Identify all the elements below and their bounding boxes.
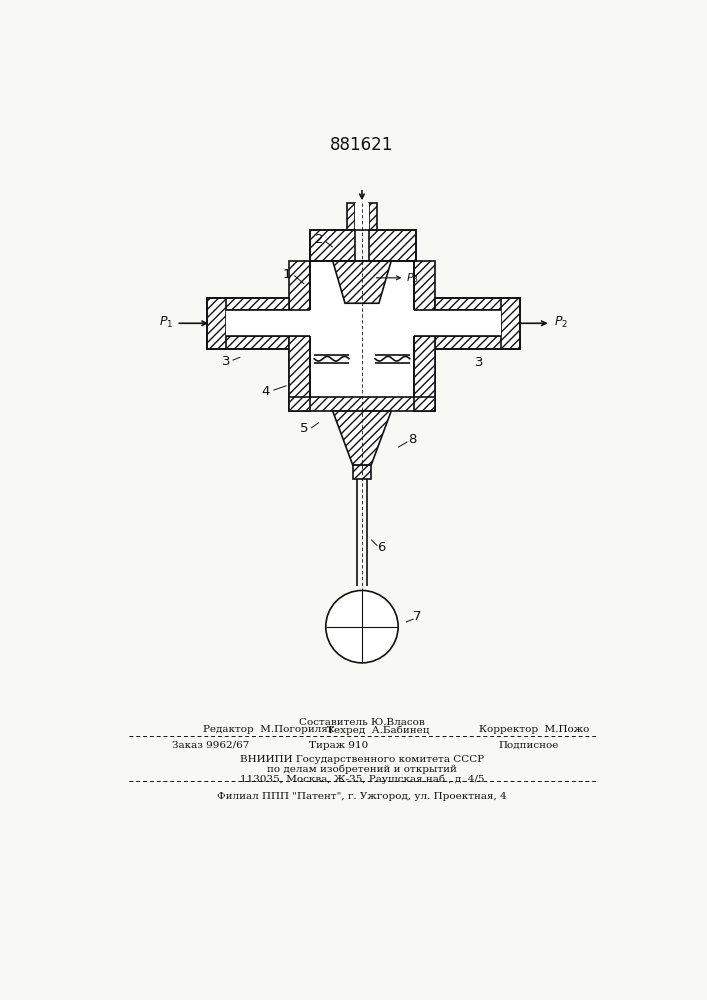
Text: 2: 2 xyxy=(315,233,324,246)
Text: Техред  А.Бабинец: Техред А.Бабинец xyxy=(327,725,429,735)
Text: Составитель Ю.Власов: Составитель Ю.Власов xyxy=(299,718,425,727)
Polygon shape xyxy=(435,298,520,310)
Polygon shape xyxy=(207,298,226,349)
Polygon shape xyxy=(369,230,416,261)
Polygon shape xyxy=(310,261,414,411)
Text: $P_1$: $P_1$ xyxy=(159,315,173,330)
Text: $P_2$: $P_2$ xyxy=(554,315,568,330)
Polygon shape xyxy=(207,336,288,349)
Text: Тираж 910: Тираж 910 xyxy=(309,741,368,750)
Text: Заказ 9962/67: Заказ 9962/67 xyxy=(172,741,249,750)
Polygon shape xyxy=(288,310,314,336)
Polygon shape xyxy=(369,203,377,230)
Text: по делам изобретений и открытий: по делам изобретений и открытий xyxy=(267,764,457,774)
Text: 3: 3 xyxy=(474,356,484,369)
Text: 113035, Москва, Ж-35, Раушская наб., д. 4/5: 113035, Москва, Ж-35, Раушская наб., д. … xyxy=(240,774,484,784)
Polygon shape xyxy=(414,261,435,411)
Polygon shape xyxy=(288,397,435,411)
Polygon shape xyxy=(435,310,501,336)
Text: $P_3$: $P_3$ xyxy=(406,271,419,285)
Polygon shape xyxy=(288,261,310,411)
Polygon shape xyxy=(207,298,288,310)
Text: 5: 5 xyxy=(300,422,308,434)
Text: 3: 3 xyxy=(222,355,230,368)
Polygon shape xyxy=(310,230,355,261)
Polygon shape xyxy=(414,336,435,411)
Circle shape xyxy=(326,590,398,663)
Polygon shape xyxy=(355,203,369,230)
Text: Подписное: Подписное xyxy=(498,741,559,750)
Text: 8: 8 xyxy=(408,433,416,446)
Text: Корректор  М.Пожо: Корректор М.Пожо xyxy=(479,725,590,734)
Polygon shape xyxy=(435,336,520,349)
Polygon shape xyxy=(333,261,391,303)
Text: ВНИИПИ Государственного комитета СССР: ВНИИПИ Государственного комитета СССР xyxy=(240,755,484,764)
Polygon shape xyxy=(333,411,391,465)
Text: 881621: 881621 xyxy=(330,136,394,154)
Polygon shape xyxy=(501,298,520,349)
Polygon shape xyxy=(226,310,288,336)
Text: Редактор  М.Погориляк: Редактор М.Погориляк xyxy=(204,725,334,734)
Polygon shape xyxy=(353,465,371,479)
Text: 1: 1 xyxy=(282,267,291,280)
Text: 4: 4 xyxy=(262,385,270,398)
Text: 7: 7 xyxy=(413,610,421,623)
Text: 6: 6 xyxy=(377,541,385,554)
Text: Филиал ППП "Патент", г. Ужгород, ул. Проектная, 4: Филиал ППП "Патент", г. Ужгород, ул. Про… xyxy=(217,792,507,801)
Polygon shape xyxy=(409,310,435,336)
Polygon shape xyxy=(347,203,355,230)
Polygon shape xyxy=(288,336,310,411)
